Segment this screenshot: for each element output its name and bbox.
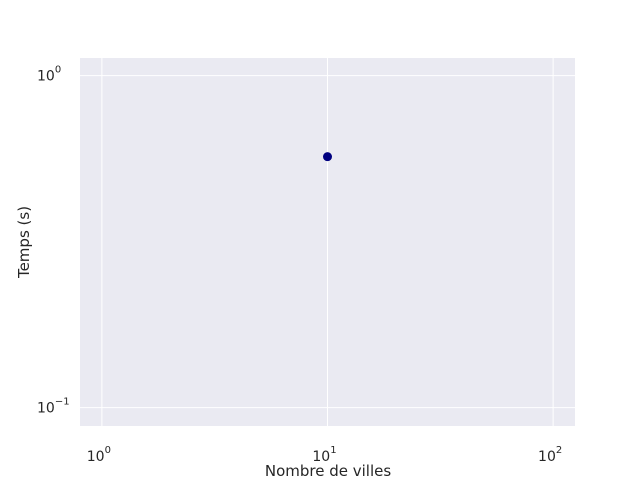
- y-axis-label: Temps (s): [15, 206, 33, 279]
- y-tick-label: 100: [37, 65, 61, 85]
- x-tick-label: 100: [87, 445, 111, 465]
- x-tick-labels: 100 101 102: [87, 445, 562, 465]
- y-tick-label: 10−1: [37, 397, 70, 417]
- y-tick-labels: 10−1 100: [37, 65, 70, 417]
- x-axis-label: Nombre de villes: [265, 462, 391, 480]
- x-tick-label: 101: [312, 445, 336, 465]
- x-tick-label: 102: [538, 445, 562, 465]
- grid-lines: [80, 58, 575, 426]
- data-points: [323, 152, 332, 162]
- data-point: [323, 152, 332, 162]
